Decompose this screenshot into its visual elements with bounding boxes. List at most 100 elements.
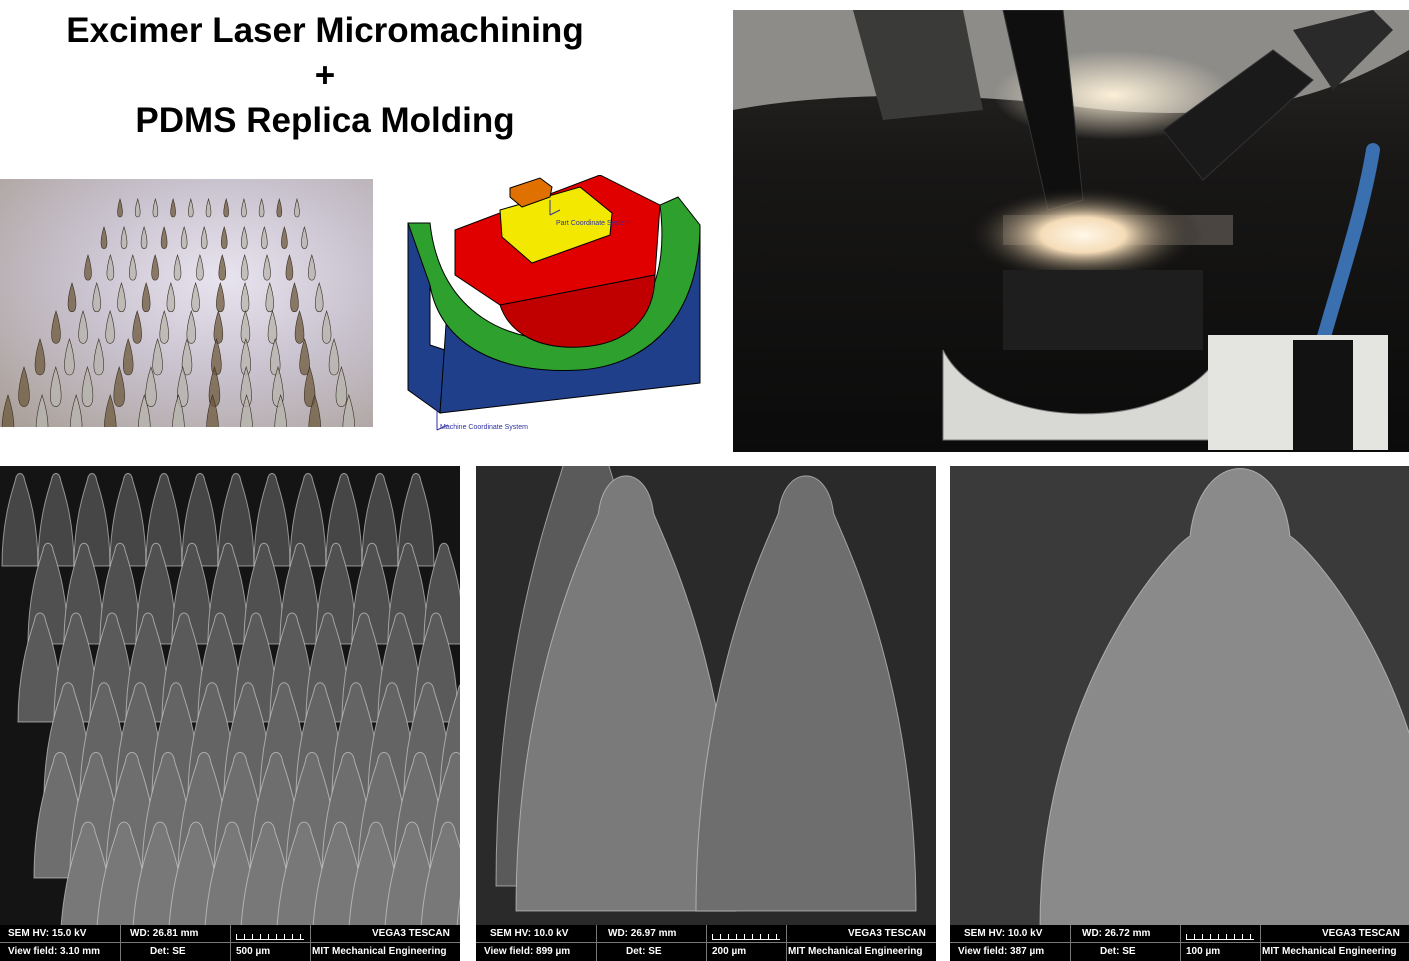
microneedle — [188, 198, 194, 218]
sem-view-field: View field: 899 µm — [484, 946, 571, 957]
microneedle — [84, 254, 92, 281]
microneedle — [240, 338, 252, 376]
sem-scale-label: 100 µm — [1186, 946, 1221, 957]
sem-lab: MIT Mechanical Engineering — [788, 946, 923, 957]
microneedle — [211, 338, 222, 376]
microneedle — [106, 254, 115, 281]
sem-view-field: View field: 387 µm — [958, 946, 1045, 957]
microneedle — [240, 310, 251, 344]
microneedle — [92, 282, 101, 313]
microneedle — [151, 254, 159, 281]
microneedle — [50, 366, 62, 407]
page-title: Excimer Laser Micromachining + PDMS Repl… — [0, 8, 650, 143]
sem-info-bar-3: SEM HV: 10.0 kV WD: 26.72 mm VEGA3 TESCA… — [950, 925, 1409, 961]
sem-wd: WD: 26.97 mm — [608, 928, 677, 939]
microneedle — [17, 612, 63, 723]
cad-red-block-front — [499, 274, 656, 348]
microneedle — [299, 338, 310, 376]
microneedle — [213, 310, 224, 344]
microneedle — [67, 282, 77, 313]
microneedle — [120, 226, 128, 249]
microneedle — [223, 198, 229, 218]
sem-micrograph-3: SEM HV: 10.0 kV WD: 26.72 mm VEGA3 TESCA… — [950, 466, 1409, 961]
sem-image-1 — [0, 466, 460, 925]
microneedle — [308, 394, 321, 427]
cad-fixture-illustration: Part Coordinate System Machine Coordinat… — [407, 175, 701, 431]
sem-micrograph-2: SEM HV: 10.0 kV WD: 26.97 mm VEGA3 TESCA… — [476, 466, 936, 961]
microneedle — [113, 366, 125, 407]
microneedle — [180, 226, 188, 249]
sem-info-bar-2: SEM HV: 10.0 kV WD: 26.97 mm VEGA3 TESCA… — [476, 925, 936, 961]
cad-orange-nub — [509, 177, 553, 208]
microneedle — [240, 394, 253, 427]
microneedle — [321, 310, 332, 344]
microneedle — [206, 394, 219, 427]
scale-bar — [236, 927, 304, 940]
microneedle — [152, 338, 163, 376]
microneedle — [285, 254, 294, 281]
microneedle — [81, 366, 94, 407]
sem-lab: MIT Mechanical Engineering — [312, 946, 447, 957]
microneedle — [196, 254, 204, 281]
microneedle — [220, 226, 228, 249]
microneedle — [241, 226, 248, 249]
microneedle — [265, 282, 274, 313]
microneedle — [240, 254, 249, 281]
microneedle — [240, 366, 252, 407]
sem-instrument: VEGA3 TESCAN — [1322, 928, 1400, 939]
sem-wd: WD: 26.81 mm — [130, 928, 199, 939]
microneedle — [269, 338, 281, 376]
excimer-laser-setup-photo — [733, 10, 1409, 452]
microneedle — [117, 282, 126, 313]
scale-bar — [712, 927, 780, 940]
microneedle — [294, 310, 305, 344]
microneedle — [308, 254, 316, 281]
microneedle — [140, 226, 148, 249]
microneedle — [35, 394, 49, 427]
microneedle — [240, 282, 250, 313]
laser-setup-illustration — [733, 10, 1409, 450]
sem-instrument: VEGA3 TESCAN — [372, 928, 450, 939]
microneedle — [172, 394, 185, 427]
microneedle — [281, 226, 288, 249]
microneedle — [261, 226, 268, 249]
machine-cs-label: Machine Coordinate System — [440, 424, 528, 431]
camera-body — [1293, 10, 1393, 90]
microneedle — [93, 338, 105, 376]
microneedle — [218, 254, 227, 281]
sem-image-2 — [476, 466, 936, 925]
microneedle — [276, 198, 283, 218]
sem-hv: SEM HV: 10.0 kV — [964, 928, 1043, 939]
microneedle — [342, 394, 355, 427]
microneedle-array-photo — [0, 179, 373, 427]
microneedle — [186, 310, 197, 344]
microneedle — [216, 282, 225, 313]
microneedle — [34, 338, 46, 376]
microneedle — [200, 226, 208, 249]
microneedle — [70, 394, 83, 427]
part-cs-axis-x — [549, 209, 561, 216]
microneedle — [294, 198, 300, 218]
microneedle — [456, 896, 460, 925]
microneedle — [117, 198, 123, 218]
sem-detector: Det: SE — [150, 946, 186, 957]
microneedle — [104, 394, 117, 427]
laser-spot — [963, 185, 1203, 285]
microneedle — [166, 282, 176, 313]
microneedle — [290, 282, 299, 313]
microneedle — [18, 366, 30, 407]
microneedle — [105, 310, 115, 344]
microneedle — [159, 310, 169, 344]
rotation-cradle — [942, 348, 1224, 441]
microneedle — [170, 198, 176, 218]
microneedle — [263, 254, 271, 281]
title-line-3: PDMS Replica Molding — [135, 101, 515, 140]
microneedle — [205, 198, 212, 218]
sem-detector: Det: SE — [626, 946, 662, 957]
microneedle — [152, 198, 159, 218]
sem-image-3 — [950, 466, 1409, 925]
sem-instrument: VEGA3 TESCAN — [848, 928, 926, 939]
part-cs-label: Part Coordinate System — [556, 220, 630, 227]
sem-info-bar-1: SEM HV: 15.0 kV WD: 26.81 mm VEGA3 TESCA… — [0, 925, 460, 961]
microneedle — [64, 338, 75, 376]
